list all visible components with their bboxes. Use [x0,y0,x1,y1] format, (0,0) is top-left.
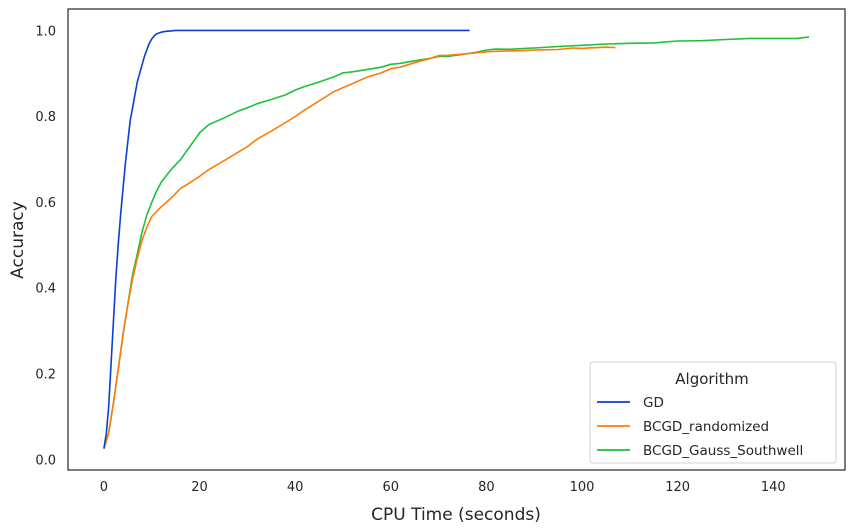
x-tick-label: 120 [665,480,690,495]
x-axis-title: CPU Time (seconds) [371,505,541,525]
y-tick-label: 0.6 [35,196,56,211]
x-tick-label: 80 [478,480,495,495]
x-tick-labels: 0 20 40 60 80 100 120 140 [100,480,786,495]
series-line-bcgd-gauss-southwell [103,36,810,449]
legend-label: GD [643,395,664,411]
y-tick-label: 0.4 [35,282,56,297]
x-tick-label: 20 [191,480,208,495]
legend-title: Algorithm [675,370,748,388]
series-lines [103,29,810,449]
x-tick-label: 0 [100,480,108,495]
y-tick-label: 0.0 [35,453,56,468]
plot-frame [67,8,846,471]
legend: Algorithm GD BCGD_randomized BCGD_Gauss_So… [589,361,837,464]
y-tick-labels: 0.0 0.2 0.4 0.6 0.8 1.0 [35,24,56,468]
y-tick-label: 0.8 [35,110,56,125]
legend-items: GD BCGD_randomized BCGD_Gauss_Southwell [597,395,803,459]
y-axis-title: Accuracy [8,201,28,279]
y-tick-label: 1.0 [35,24,56,39]
x-tick-label: 40 [287,480,304,495]
series-line-gd [103,29,470,449]
x-tick-label: 140 [761,480,786,495]
legend-label: BCGD_Gauss_Southwell [643,443,803,459]
x-tick-label: 60 [382,480,399,495]
y-tick-label: 0.2 [35,368,56,383]
series-line-bcgd-randomized [103,46,616,449]
x-tick-label: 100 [570,480,595,495]
legend-box [589,361,837,464]
legend-label: BCGD_randomized [643,419,769,435]
